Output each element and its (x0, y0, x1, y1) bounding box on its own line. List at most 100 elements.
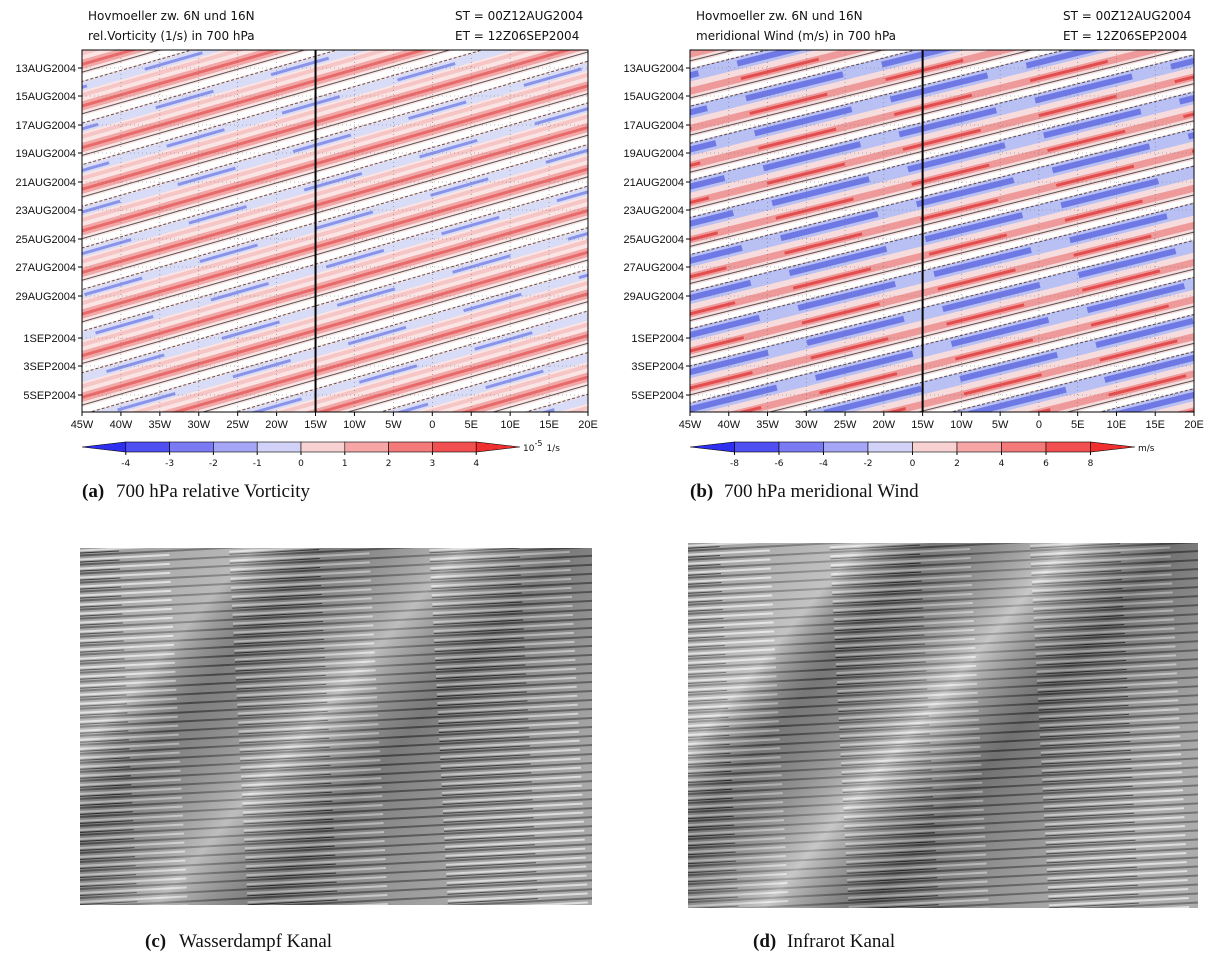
y-tick-label: 5SEP2004 (23, 390, 76, 402)
caption-text: 700 hPa relative Vorticity (116, 481, 311, 502)
caption-text: Wasserdampf Kanal (179, 931, 332, 952)
colorbar-segment (256, 441, 302, 453)
plot-title: Hovmoeller zw. 6N und 16N (696, 9, 863, 23)
x-tick-label: 5E (464, 419, 477, 431)
colorbar-arrow (475, 441, 521, 453)
y-tick-label: 15AUG2004 (623, 91, 684, 103)
x-tick-label: 0 (1036, 419, 1042, 431)
unit-rest: 1/s (546, 444, 560, 454)
y-tick-label: 23AUG2004 (623, 205, 684, 217)
caption-label: (c) (145, 931, 166, 952)
start-time: ST = 00Z12AUG2004 (455, 9, 583, 23)
colorbar-segment (300, 441, 346, 453)
x-tick-label: 30W (187, 419, 210, 431)
colorbar-segment (344, 441, 389, 453)
y-tick-label: 5SEP2004 (631, 390, 684, 402)
x-tick-label: 45W (679, 419, 702, 431)
plot-title: Hovmoeller zw. 6N und 16N (88, 9, 255, 23)
colorbar-unit: 10-5 1/s (523, 439, 560, 454)
x-tick-label: 20W (873, 419, 896, 431)
x-tick-label: 10E (500, 419, 520, 431)
colorbar-label: 2 (954, 459, 960, 469)
colorbar-label: 8 (1088, 459, 1094, 469)
colorbar-segment (912, 441, 958, 453)
y-tick-label: 21AUG2004 (15, 177, 76, 189)
colorbar-label: -2 (864, 459, 873, 469)
colorbar-label: -1 (253, 459, 262, 469)
colorbar-segment (956, 441, 1002, 453)
contour-field (82, 50, 588, 412)
colorbar-label: 1 (342, 459, 348, 469)
x-tick-label: 25W (834, 419, 857, 431)
unit-rest: m/s (1138, 444, 1155, 454)
x-tick-label: 0 (429, 419, 435, 431)
colorbar-segment (823, 441, 869, 453)
colorbar-label: 4 (473, 459, 479, 469)
colorbar-segment (1001, 441, 1047, 453)
x-tick-label: 15W (304, 419, 327, 431)
colorbar-label: -6 (775, 459, 784, 469)
y-tick-label: 19AUG2004 (623, 148, 684, 160)
plot-frame (689, 49, 1195, 413)
x-tick-label: 5W (992, 419, 1009, 431)
x-tick-label: 45W (71, 419, 94, 431)
y-tick-label: 13AUG2004 (623, 63, 684, 75)
y-tick-label: 25AUG2004 (15, 234, 76, 246)
caption-label: (a) (82, 481, 104, 502)
plot-frame (81, 49, 589, 413)
colorbar-arrow (81, 441, 127, 453)
caption-text: Infrarot Kanal (787, 931, 895, 952)
y-tick-label: 17AUG2004 (15, 120, 76, 132)
image-shading (80, 548, 592, 905)
start-time: ST = 00Z12AUG2004 (1063, 9, 1191, 23)
image-shading (688, 543, 1198, 908)
x-tick-label: 35W (756, 419, 779, 431)
x-tick-label: 40W (717, 419, 740, 431)
y-tick-label: 23AUG2004 (15, 205, 76, 217)
colorbar-label: -4 (121, 459, 130, 469)
caption-label: (b) (690, 481, 713, 502)
y-tick-label: 29AUG2004 (15, 291, 76, 303)
colorbar-segment (432, 441, 477, 453)
y-tick-label: 29AUG2004 (623, 291, 684, 303)
colorbar-label: 4 (999, 459, 1005, 469)
end-time: ET = 12Z06SEP2004 (1063, 29, 1187, 43)
x-tick-label: 20E (1184, 419, 1204, 431)
y-tick-label: 3SEP2004 (631, 361, 684, 373)
x-tick-label: 15W (911, 419, 934, 431)
colorbar-label: 2 (386, 459, 392, 469)
unit-base: 10 (523, 444, 535, 454)
y-tick-label: 1SEP2004 (23, 333, 76, 345)
colorbar-segment (388, 441, 433, 453)
colorbar-arrow (689, 441, 735, 453)
y-tick-label: 15AUG2004 (15, 91, 76, 103)
x-tick-label: 15E (1145, 419, 1165, 431)
y-tick-label: 3SEP2004 (23, 361, 76, 373)
x-tick-label: 20E (578, 419, 598, 431)
y-tick-label: 27AUG2004 (623, 262, 684, 274)
plot-subtitle: meridional Wind (m/s) in 700 hPa (696, 29, 896, 43)
colorbar-segment (734, 441, 780, 453)
colorbar-segment (169, 441, 214, 453)
colorbar-label: -3 (165, 459, 174, 469)
x-tick-label: 5W (385, 419, 402, 431)
caption-text: 700 hPa meridional Wind (724, 481, 919, 502)
plot-subtitle: rel.Vorticity (1/s) in 700 hPa (88, 29, 255, 43)
x-tick-label: 15E (539, 419, 559, 431)
colorbar-arrow (1090, 441, 1136, 453)
colorbar-segment (125, 441, 170, 453)
y-tick-label: 19AUG2004 (15, 148, 76, 160)
y-tick-label: 25AUG2004 (623, 234, 684, 246)
colorbar-segment (1045, 441, 1091, 453)
x-tick-label: 40W (110, 419, 133, 431)
colorbar-label: -4 (819, 459, 828, 469)
contour-field (690, 50, 1194, 412)
y-tick-label: 13AUG2004 (15, 63, 76, 75)
colorbar-label: 0 (910, 459, 916, 469)
x-tick-label: 10E (1107, 419, 1127, 431)
x-tick-label: 30W (795, 419, 818, 431)
x-tick-label: 10W (950, 419, 973, 431)
colorbar-label: -8 (730, 459, 739, 469)
x-tick-label: 5E (1071, 419, 1084, 431)
